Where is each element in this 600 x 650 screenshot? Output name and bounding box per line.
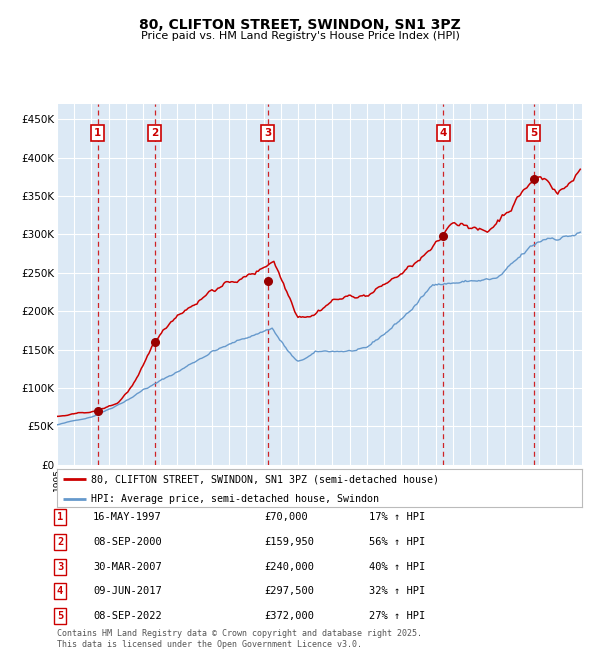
Text: 1: 1 <box>57 512 63 522</box>
Text: 2: 2 <box>151 128 158 138</box>
Text: 5: 5 <box>530 128 537 138</box>
Text: 27% ↑ HPI: 27% ↑ HPI <box>369 611 425 621</box>
Text: 4: 4 <box>57 586 63 596</box>
Text: £297,500: £297,500 <box>264 586 314 596</box>
Text: 16-MAY-1997: 16-MAY-1997 <box>93 512 162 522</box>
Text: £372,000: £372,000 <box>264 611 314 621</box>
Text: 30-MAR-2007: 30-MAR-2007 <box>93 562 162 571</box>
Text: 80, CLIFTON STREET, SWINDON, SN1 3PZ (semi-detached house): 80, CLIFTON STREET, SWINDON, SN1 3PZ (se… <box>91 474 439 484</box>
Text: Price paid vs. HM Land Registry's House Price Index (HPI): Price paid vs. HM Land Registry's House … <box>140 31 460 41</box>
Text: 32% ↑ HPI: 32% ↑ HPI <box>369 586 425 596</box>
Text: 3: 3 <box>264 128 271 138</box>
Text: 08-SEP-2022: 08-SEP-2022 <box>93 611 162 621</box>
Text: £159,950: £159,950 <box>264 537 314 547</box>
Text: 3: 3 <box>57 562 63 571</box>
Text: 5: 5 <box>57 611 63 621</box>
Text: 56% ↑ HPI: 56% ↑ HPI <box>369 537 425 547</box>
Text: £70,000: £70,000 <box>264 512 308 522</box>
Text: 4: 4 <box>440 128 447 138</box>
Text: 80, CLIFTON STREET, SWINDON, SN1 3PZ: 80, CLIFTON STREET, SWINDON, SN1 3PZ <box>139 18 461 32</box>
Text: HPI: Average price, semi-detached house, Swindon: HPI: Average price, semi-detached house,… <box>91 494 379 504</box>
Text: 40% ↑ HPI: 40% ↑ HPI <box>369 562 425 571</box>
Text: £240,000: £240,000 <box>264 562 314 571</box>
Text: 17% ↑ HPI: 17% ↑ HPI <box>369 512 425 522</box>
Text: 2: 2 <box>57 537 63 547</box>
Text: 08-SEP-2000: 08-SEP-2000 <box>93 537 162 547</box>
Text: Contains HM Land Registry data © Crown copyright and database right 2025.
This d: Contains HM Land Registry data © Crown c… <box>57 629 422 649</box>
Text: 1: 1 <box>94 128 101 138</box>
Text: 09-JUN-2017: 09-JUN-2017 <box>93 586 162 596</box>
